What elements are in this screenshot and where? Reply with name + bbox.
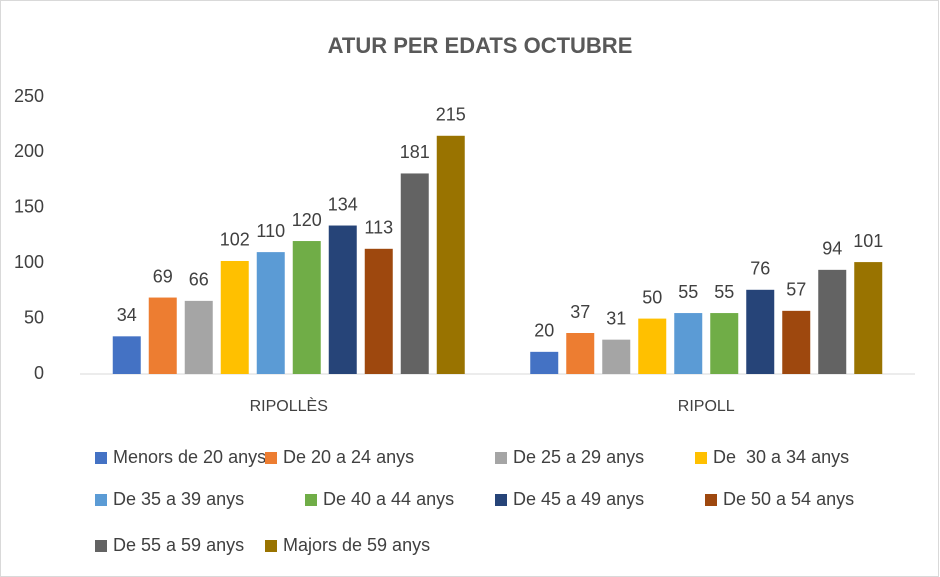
- bar: [220, 260, 249, 374]
- data-label: 120: [292, 210, 322, 230]
- chart-title: ATUR PER EDATS OCTUBRE: [328, 33, 633, 58]
- legend-swatch: [95, 540, 107, 552]
- bar: [436, 135, 465, 374]
- bar: [782, 310, 811, 374]
- legend-label: De 55 a 59 anys: [113, 535, 244, 555]
- legend-label: De 20 a 24 anys: [283, 447, 414, 467]
- y-tick-label: 50: [24, 307, 44, 327]
- bar: [148, 297, 177, 374]
- legend-swatch: [705, 494, 717, 506]
- data-label: 110: [256, 221, 285, 241]
- legend-swatch: [695, 452, 707, 464]
- legend-label: De 35 a 39 anys: [113, 489, 244, 509]
- bar: [674, 313, 703, 374]
- bar: [710, 313, 739, 374]
- bar: [530, 351, 559, 374]
- y-tick-label: 250: [14, 86, 44, 106]
- bar: [818, 269, 847, 374]
- data-label: 37: [570, 302, 590, 322]
- x-tick-label: RIPOLL: [678, 398, 735, 415]
- data-label: 66: [189, 270, 209, 290]
- legend-swatch: [95, 494, 107, 506]
- data-label: 31: [606, 308, 626, 328]
- data-label: 55: [678, 282, 698, 302]
- x-tick-label: RIPOLLÈS: [250, 396, 328, 415]
- y-tick-label: 150: [14, 197, 44, 217]
- y-tick-label: 100: [14, 252, 44, 272]
- bar: [328, 225, 357, 374]
- legend-swatch: [305, 494, 317, 506]
- bar: [112, 336, 141, 374]
- data-label: 101: [853, 231, 883, 251]
- legend-swatch: [95, 452, 107, 464]
- data-label: 215: [436, 105, 466, 125]
- bar: [566, 333, 595, 374]
- data-label: 113: [364, 218, 393, 238]
- y-tick-label: 200: [14, 141, 44, 161]
- data-label: 55: [714, 282, 734, 302]
- data-label: 69: [153, 266, 173, 286]
- data-label: 102: [220, 230, 250, 250]
- legend-swatch: [495, 452, 507, 464]
- bar: [746, 289, 775, 374]
- bar: [256, 252, 285, 374]
- bar: [184, 300, 213, 374]
- bar: [854, 262, 883, 374]
- data-label: 20: [534, 321, 554, 341]
- legend-swatch: [265, 540, 277, 552]
- data-label: 94: [822, 239, 842, 259]
- legend-swatch: [265, 452, 277, 464]
- bar: [602, 339, 631, 374]
- data-label: 181: [400, 142, 430, 162]
- bar: [364, 248, 393, 374]
- data-label: 50: [642, 287, 662, 307]
- legend-label: Majors de 59 anys: [283, 535, 430, 555]
- data-label: 34: [117, 305, 137, 325]
- legend-label: De 25 a 29 anys: [513, 447, 644, 467]
- data-label: 57: [786, 280, 806, 300]
- data-label: 76: [750, 259, 770, 279]
- bar: [400, 173, 429, 374]
- data-label: 134: [328, 194, 358, 214]
- legend-label: De 50 a 54 anys: [723, 489, 854, 509]
- legend-label: Menors de 20 anys: [113, 447, 266, 467]
- legend-label: De 30 a 34 anys: [713, 447, 849, 467]
- legend-label: De 40 a 44 anys: [323, 489, 454, 509]
- bar: [638, 318, 667, 374]
- bar: [292, 241, 321, 374]
- y-tick-label: 0: [34, 363, 44, 383]
- legend-swatch: [495, 494, 507, 506]
- legend-label: De 45 a 49 anys: [513, 489, 644, 509]
